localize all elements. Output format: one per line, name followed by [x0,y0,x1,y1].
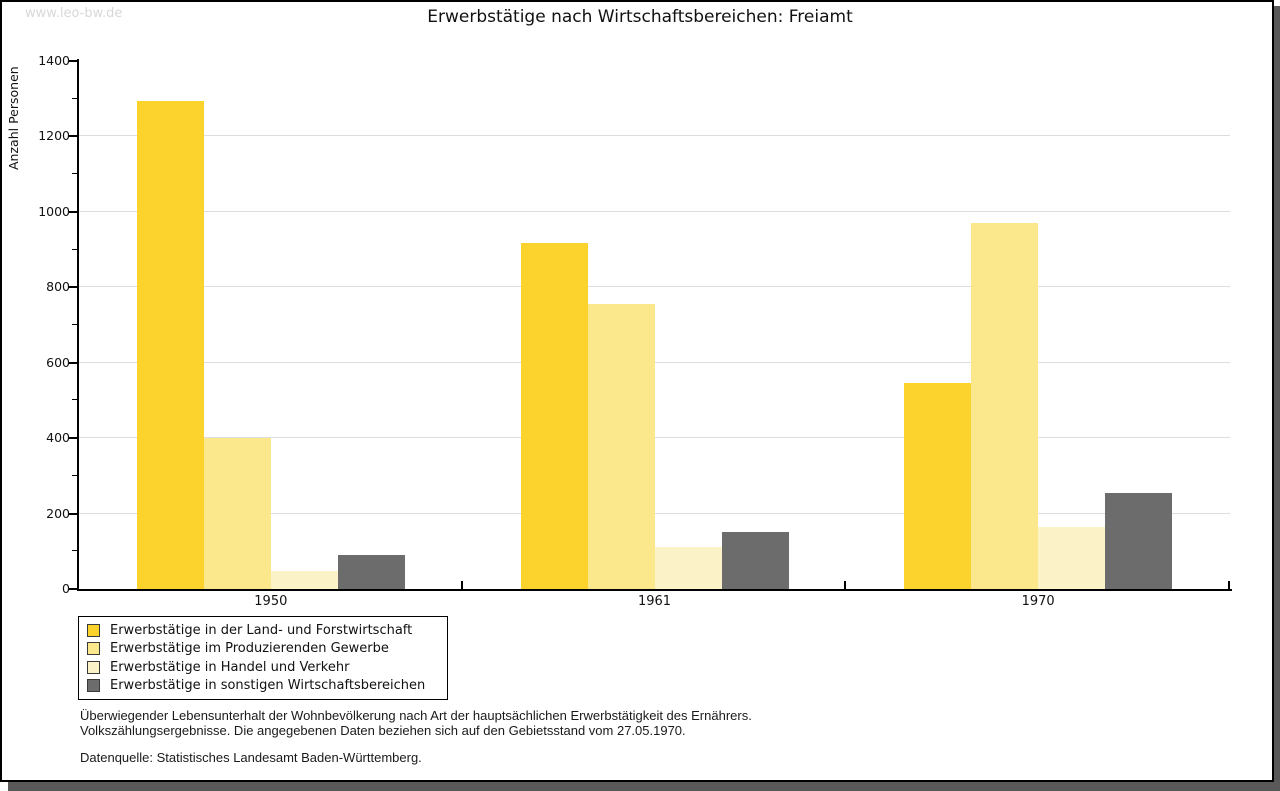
bar-series3-1961 [654,546,722,589]
y-tick-label-200: 200 [46,505,70,521]
y-axis-title: Anzahl Personen [6,66,21,170]
legend-item-4: Erwerbstätige in sonstigen Wirtschaftsbe… [87,677,439,696]
x-category-label-1950: 1950 [254,594,288,609]
y-tick-label-800: 800 [46,279,70,295]
legend-swatch-2 [87,642,100,656]
y-tick-label-600: 600 [46,354,70,370]
y-minor-tick-100 [72,550,77,552]
bar-series3-1950 [270,570,338,589]
bar-series4-1950 [337,555,405,589]
legend-box: Erwerbstätige in der Land- und Forstwirt… [78,616,448,700]
legend-label-2: Erwerbstätige im Produzierenden Gewerbe [110,641,389,657]
legend-label-3: Erwerbstätige in Handel und Verkehr [110,659,350,675]
legend-item-3: Erwerbstätige in Handel und Verkehr [87,658,439,677]
y-tick-label-0: 0 [62,581,70,596]
bar-series1-1961 [520,242,588,589]
footnote-text: Überwiegender Lebensunterhalt der Wohnbe… [80,708,752,738]
legend-item-1: Erwerbstätige in der Land- und Forstwirt… [87,621,439,640]
chart-title: Erwerbstätige nach Wirtschaftsbereichen:… [427,7,853,27]
y-minor-tick-1300 [72,97,77,99]
gridline-800 [79,286,1230,288]
y-tick-label-1000: 1000 [38,203,70,219]
bar-series1-1950 [136,101,204,589]
bar-series1-1970 [904,383,972,589]
x-boundary-tick-1 [460,581,463,589]
bar-series2-1970 [971,222,1039,589]
bar-series2-1950 [203,438,271,589]
legend-label-4: Erwerbstätige in sonstigen Wirtschaftsbe… [110,678,426,694]
frame-shadow-right [1274,6,1280,791]
frame-shadow-bottom [8,782,1280,791]
y-major-tick-1000 [69,210,77,213]
y-major-tick-0 [69,588,77,590]
footnote-line-1: Überwiegender Lebensunterhalt der Wohnbe… [80,708,752,723]
y-major-tick-800 [69,286,77,289]
y-major-tick-600 [69,361,77,364]
gridline-400 [79,437,1230,439]
x-boundary-tick-3 [1228,581,1230,589]
gridline-200 [79,512,1230,514]
legend-swatch-3 [87,660,100,674]
legend-item-2: Erwerbstätige im Produzierenden Gewerbe [87,640,439,659]
bar-series2-1961 [587,304,655,589]
x-category-label-1970: 1970 [1021,594,1055,609]
y-major-tick-1200 [69,135,77,138]
bar-series4-1961 [721,531,789,589]
bar-series3-1970 [1038,526,1106,589]
watermark: www.leo-bw.de [25,6,123,21]
y-minor-tick-300 [72,474,77,476]
y-axis-line [77,59,79,591]
y-major-tick-1400 [69,60,77,62]
x-boundary-tick-2 [844,581,847,589]
x-axis-line [77,589,1232,591]
x-category-label-1961: 1961 [637,594,672,609]
gridline-1200 [79,135,1230,137]
y-minor-tick-500 [72,399,77,401]
gridline-1000 [79,210,1230,212]
y-tick-label-1400: 1400 [38,53,70,68]
gridline-600 [79,361,1230,363]
y-major-tick-200 [69,512,77,515]
footnote-line-2: Volkszählungsergebnisse. Die angegebenen… [80,722,686,738]
bar-series4-1970 [1105,493,1173,589]
y-minor-tick-700 [72,324,77,325]
legend-swatch-4 [87,679,100,693]
y-minor-tick-1100 [72,173,77,175]
y-major-tick-400 [69,437,77,440]
data-source-text: Datenquelle: Statistisches Landesamt Bad… [80,750,422,765]
legend-swatch-1 [87,623,100,637]
y-tick-label-1200: 1200 [38,128,70,144]
y-tick-label-400: 400 [46,430,70,446]
y-minor-tick-900 [72,248,77,250]
legend-label-1: Erwerbstätige in der Land- und Forstwirt… [110,622,413,638]
